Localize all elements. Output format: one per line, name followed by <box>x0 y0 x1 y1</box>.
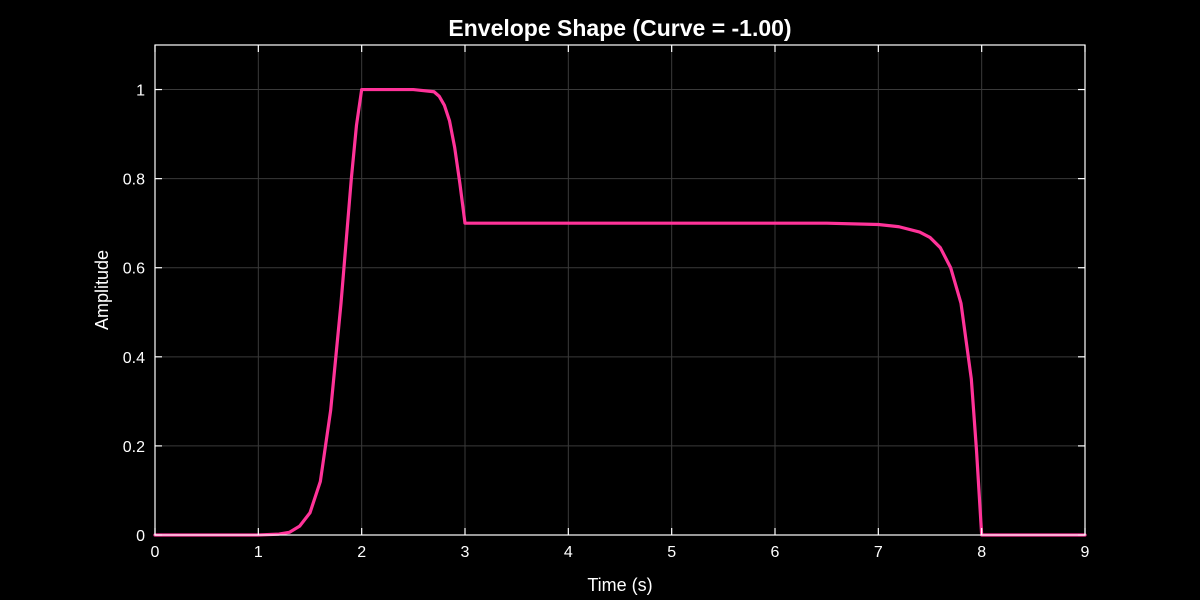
ticks <box>154 45 1086 536</box>
y-tick-label: 1 <box>136 83 145 100</box>
series-layer <box>153 87 1087 537</box>
x-tick-labels: 0 1 2 3 4 5 6 7 8 9 <box>151 544 1090 561</box>
x-tick-label: 6 <box>771 544 780 561</box>
x-axis-label: Time (s) <box>587 575 652 595</box>
x-tick-label: 4 <box>564 544 573 561</box>
x-tick-label: 0 <box>151 544 160 561</box>
x-tick-label: 1 <box>254 544 263 561</box>
x-tick-label: 8 <box>977 544 986 561</box>
envelope-line <box>153 87 1087 537</box>
x-tick-label: 5 <box>667 544 676 561</box>
y-tick-label: 0.6 <box>123 261 145 278</box>
y-axis-label: Amplitude <box>92 250 112 330</box>
x-tick-label: 3 <box>461 544 470 561</box>
chart-title: Envelope Shape (Curve = -1.00) <box>448 15 791 41</box>
x-tick-label: 9 <box>1081 544 1090 561</box>
y-tick-label: 0.8 <box>123 172 145 189</box>
y-tick-label: 0.4 <box>123 350 145 367</box>
x-tick-label: 2 <box>357 544 366 561</box>
y-tick-label: 0.2 <box>123 439 145 456</box>
plot-frame <box>154 44 1086 536</box>
x-tick-label: 7 <box>874 544 883 561</box>
y-tick-label: 0 <box>136 528 145 545</box>
y-tick-labels: 0 0.2 0.4 0.6 0.8 1 <box>123 83 145 545</box>
